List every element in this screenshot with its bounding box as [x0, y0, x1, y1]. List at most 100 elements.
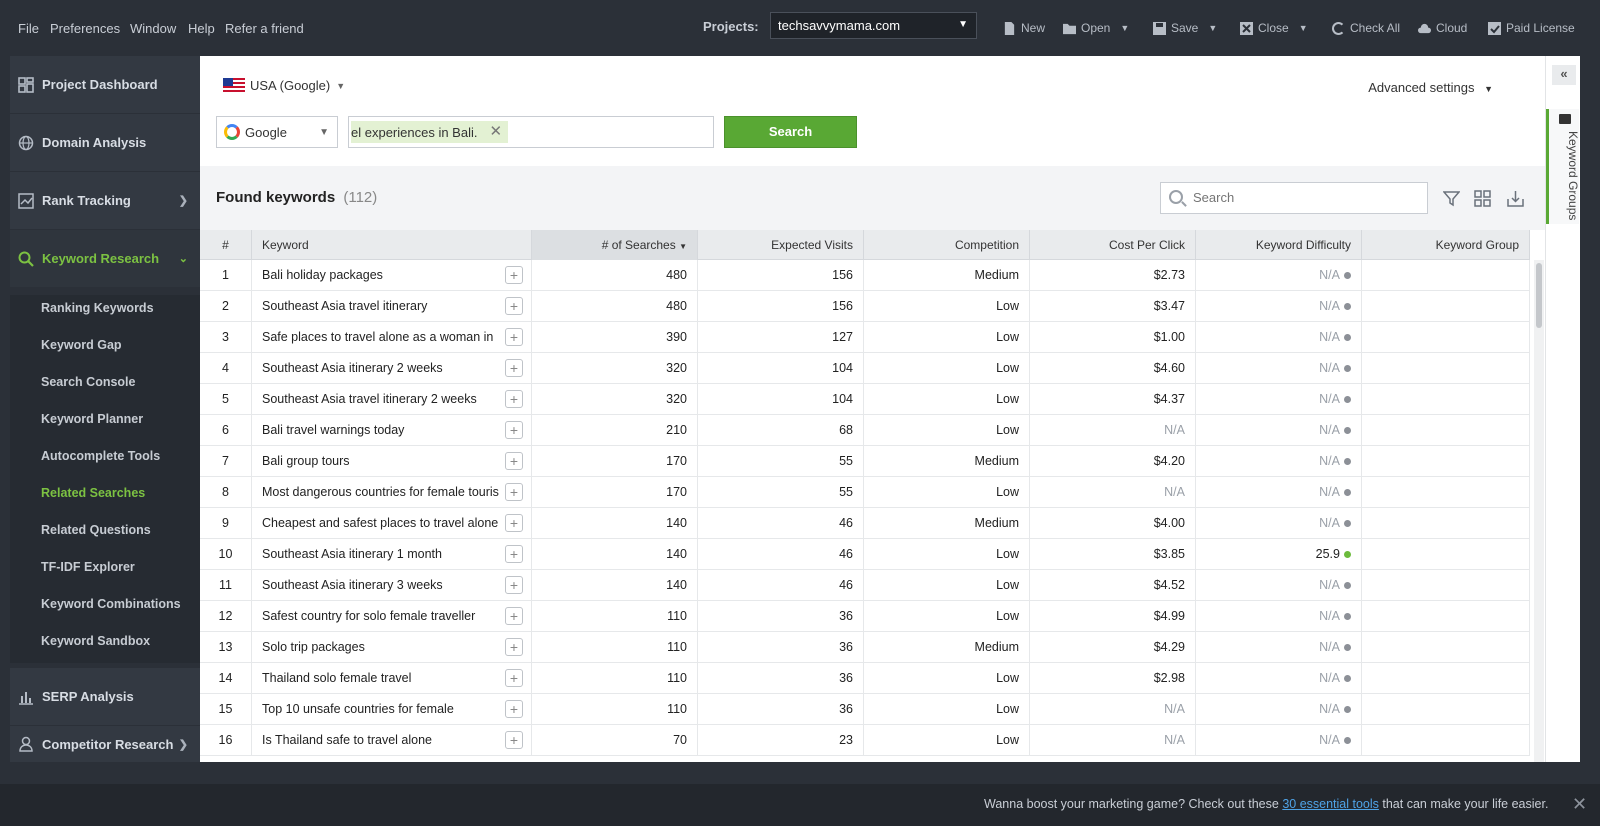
add-keyword-icon[interactable]: +	[505, 297, 523, 315]
table-row[interactable]: 9 Cheapest and safest places to travel al…	[200, 508, 1530, 539]
country-selector[interactable]: USA (Google) ▼	[223, 78, 345, 93]
sidebar-item-search-console[interactable]: Search Console	[41, 375, 136, 389]
sidebar-item-ranking-keywords[interactable]: Ranking Keywords	[41, 301, 154, 315]
cloud-button[interactable]: Cloud	[1418, 21, 1467, 35]
filter-icon[interactable]	[1442, 190, 1461, 212]
export-icon[interactable]	[1507, 190, 1524, 212]
remove-tag-icon[interactable]: ✕	[489, 123, 503, 140]
table-search-field[interactable]	[1160, 182, 1428, 214]
scrollbar-thumb[interactable]	[1536, 263, 1542, 328]
table-row[interactable]: 3 Safe places to travel alone as a woman …	[200, 322, 1530, 353]
add-keyword-icon[interactable]: +	[505, 390, 523, 408]
promo-link[interactable]: 30 essential tools	[1282, 797, 1379, 811]
cell-cpc: $4.00	[1030, 508, 1196, 539]
search-engine-select[interactable]: Google ▼	[216, 116, 338, 148]
table-row[interactable]: 2 Southeast Asia travel itinerary +480 156 L…	[200, 291, 1530, 322]
sidebar-item-keyword-sandbox[interactable]: Keyword Sandbox	[41, 634, 151, 648]
table-row[interactable]: 4 Southeast Asia itinerary 2 weeks +320 104…	[200, 353, 1530, 384]
close-icon[interactable]: ✕	[1572, 794, 1588, 814]
column-header-expected-visits[interactable]: Expected Visits	[698, 230, 864, 260]
sidebar-item-competitor-research[interactable]: Competitor Research ❯	[10, 726, 200, 762]
column-header-keyword[interactable]: Keyword	[252, 230, 532, 260]
add-keyword-icon[interactable]: +	[505, 266, 523, 284]
chevron-down-icon[interactable]: ▼	[1208, 23, 1218, 33]
add-keyword-icon[interactable]: +	[505, 359, 523, 377]
cell-keyword-difficulty: N/A	[1196, 291, 1362, 322]
sidebar-item-related-questions[interactable]: Related Questions	[41, 523, 151, 537]
keyword-groups-tab[interactable]: Keyword Groups	[1546, 109, 1580, 224]
column-header-number[interactable]: #	[200, 230, 252, 260]
table-row[interactable]: 13 Solo trip packages +110 36 Medium $4.29 N/A	[200, 632, 1530, 663]
sidebar-item-project-dashboard[interactable]: Project Dashboard	[10, 56, 200, 113]
table-row[interactable]: 12 Safest country for solo female travell…	[200, 601, 1530, 632]
cell-searches-value: 110	[667, 671, 687, 685]
add-keyword-icon[interactable]: +	[505, 452, 523, 470]
chevron-down-icon[interactable]: ▼	[1120, 23, 1130, 33]
close-button[interactable]: Close ▼	[1240, 21, 1308, 35]
table-row[interactable]: 15 Top 10 unsafe countries for female +110…	[200, 694, 1530, 725]
sidebar-item-keyword-planner[interactable]: Keyword Planner	[41, 412, 144, 426]
column-header-keyword-difficulty[interactable]: Keyword Difficulty	[1196, 230, 1362, 260]
save-button[interactable]: Save ▼	[1153, 21, 1217, 35]
add-keyword-icon[interactable]: +	[505, 576, 523, 594]
table-row[interactable]: 10 Southeast Asia itinerary 1 month +140 46…	[200, 539, 1530, 570]
difficulty-indicator-icon	[1344, 365, 1351, 373]
menu-help[interactable]: Help	[188, 21, 215, 36]
grid-view-icon[interactable]	[1474, 190, 1491, 212]
add-keyword-icon[interactable]: +	[505, 731, 523, 749]
column-header-searches[interactable]: # of Searches ▼	[532, 230, 698, 260]
search-button[interactable]: Search	[724, 116, 857, 148]
sidebar-item-keyword-gap[interactable]: Keyword Gap	[41, 338, 122, 352]
paid-license-label: Paid License	[1506, 21, 1575, 35]
add-keyword-icon[interactable]: +	[505, 483, 523, 501]
search-icon	[1169, 190, 1183, 204]
add-keyword-icon[interactable]: +	[505, 328, 523, 346]
table-row[interactable]: 8 Most dangerous countries for female tou…	[200, 477, 1530, 508]
add-keyword-icon[interactable]: +	[505, 421, 523, 439]
add-keyword-icon[interactable]: +	[505, 545, 523, 563]
sidebar-item-serp-analysis[interactable]: SERP Analysis	[10, 668, 200, 725]
new-button[interactable]: New	[1003, 21, 1045, 35]
add-keyword-icon[interactable]: +	[505, 514, 523, 532]
keyword-input[interactable]: el experiences in Bali. ✕	[348, 116, 714, 148]
cell-cpc: N/A	[1030, 694, 1196, 725]
add-keyword-icon[interactable]: +	[505, 669, 523, 687]
open-button[interactable]: Open ▼	[1063, 21, 1129, 35]
add-keyword-icon[interactable]: +	[505, 607, 523, 625]
sidebar-item-autocomplete-tools[interactable]: Autocomplete Tools	[41, 449, 161, 463]
menu-preferences[interactable]: Preferences	[50, 21, 121, 36]
column-header-keyword-group[interactable]: Keyword Group	[1362, 230, 1530, 260]
cell-expected-visits: 36	[698, 632, 864, 663]
check-all-button[interactable]: Check All	[1332, 21, 1400, 35]
table-row[interactable]: 5 Southeast Asia travel itinerary 2 weeks…	[200, 384, 1530, 415]
add-keyword-icon[interactable]: +	[505, 638, 523, 656]
project-select[interactable]: techsavvymama.com ▼	[770, 12, 977, 39]
table-row[interactable]: 6 Bali travel warnings today +210 68 Low N/A N…	[200, 415, 1530, 446]
table-search-input[interactable]	[1193, 190, 1413, 205]
menu-window[interactable]: Window	[130, 21, 177, 36]
cell-keyword-value: Southeast Asia travel itinerary	[262, 299, 428, 313]
table-row[interactable]: 7 Bali group tours +170 55 Medium $4.20 N/A	[200, 446, 1530, 477]
table-row[interactable]: 14 Thailand solo female travel +110 36 Low $2…	[200, 663, 1530, 694]
collapse-panel-button[interactable]: «	[1552, 65, 1576, 85]
cell-keyword-difficulty-value: N/A	[1319, 268, 1340, 282]
sidebar-item-keyword-research[interactable]: Keyword Research ⌄	[10, 230, 200, 287]
paid-license-button[interactable]: Paid License	[1488, 21, 1575, 35]
cell-competition: Low	[864, 353, 1030, 384]
table-row[interactable]: 16 Is Thailand safe to travel alone +70 23 L…	[200, 725, 1530, 756]
menu-refer-friend[interactable]: Refer a friend	[225, 21, 304, 36]
sidebar-item-rank-tracking[interactable]: Rank Tracking ❯	[10, 172, 200, 229]
add-keyword-icon[interactable]: +	[505, 700, 523, 718]
column-header-cpc[interactable]: Cost Per Click	[1030, 230, 1196, 260]
table-row[interactable]: 11 Southeast Asia itinerary 3 weeks +140 46…	[200, 570, 1530, 601]
chevron-down-icon[interactable]: ▼	[1298, 23, 1308, 33]
table-row[interactable]: 1 Bali holiday packages +480 156 Medium $2.73…	[200, 260, 1530, 291]
menu-file[interactable]: File	[18, 21, 39, 36]
sidebar-item-related-searches[interactable]: Related Searches	[41, 486, 146, 500]
sidebar-item-tf-idf-explorer[interactable]: TF-IDF Explorer	[41, 560, 135, 574]
sidebar-item-keyword-combinations[interactable]: Keyword Combinations	[41, 597, 181, 611]
sidebar-item-domain-analysis[interactable]: Domain Analysis	[10, 114, 200, 171]
advanced-settings-link[interactable]: Advanced settings ▼	[1368, 80, 1493, 95]
vertical-scrollbar[interactable]	[1534, 260, 1544, 762]
column-header-competition[interactable]: Competition	[864, 230, 1030, 260]
